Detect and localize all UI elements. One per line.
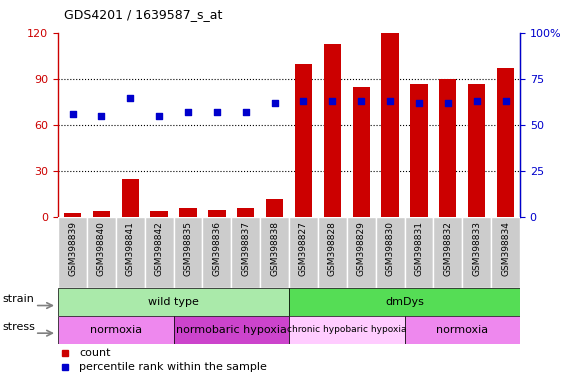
Text: GSM398833: GSM398833 <box>472 221 481 276</box>
Text: strain: strain <box>3 295 35 305</box>
Point <box>357 98 366 104</box>
Bar <box>87 217 116 288</box>
Text: GSM398837: GSM398837 <box>241 221 250 276</box>
Bar <box>93 211 110 217</box>
Point <box>241 109 250 115</box>
Text: GSM398828: GSM398828 <box>328 221 337 276</box>
Text: normoxia: normoxia <box>436 325 488 335</box>
Bar <box>347 217 376 288</box>
Point <box>125 94 135 101</box>
Bar <box>433 217 462 288</box>
Point <box>68 111 77 117</box>
Bar <box>289 288 520 316</box>
Text: GDS4201 / 1639587_s_at: GDS4201 / 1639587_s_at <box>64 8 223 22</box>
Text: wild type: wild type <box>148 297 199 307</box>
Text: GSM398842: GSM398842 <box>155 221 164 276</box>
Bar <box>462 217 491 288</box>
Bar <box>324 44 341 217</box>
Text: normoxia: normoxia <box>90 325 142 335</box>
Bar <box>116 217 145 288</box>
Bar <box>202 217 231 288</box>
Bar <box>376 217 404 288</box>
Text: GSM398838: GSM398838 <box>270 221 279 276</box>
Bar <box>381 33 399 217</box>
Bar <box>318 217 347 288</box>
Bar <box>231 217 260 288</box>
Text: count: count <box>79 348 110 358</box>
Bar <box>180 208 196 217</box>
Text: dmDys: dmDys <box>385 297 424 307</box>
Bar <box>266 199 284 217</box>
Point <box>385 98 394 104</box>
Text: GSM398827: GSM398827 <box>299 221 308 276</box>
Point <box>184 109 193 115</box>
Point <box>443 100 453 106</box>
Text: GSM398840: GSM398840 <box>97 221 106 276</box>
Text: GSM398836: GSM398836 <box>213 221 221 276</box>
Bar <box>121 179 139 217</box>
Bar <box>468 84 485 217</box>
Text: GSM398841: GSM398841 <box>125 221 135 276</box>
Bar <box>404 217 433 288</box>
Bar <box>237 208 254 217</box>
Text: GSM398831: GSM398831 <box>414 221 424 276</box>
Point <box>97 113 106 119</box>
Text: stress: stress <box>3 322 36 332</box>
Point <box>299 98 308 104</box>
Text: normobaric hypoxia: normobaric hypoxia <box>176 325 287 335</box>
Bar <box>410 84 428 217</box>
Text: GSM398835: GSM398835 <box>184 221 192 276</box>
Bar <box>174 217 202 288</box>
Text: chronic hypobaric hypoxia: chronic hypobaric hypoxia <box>287 325 407 334</box>
Bar <box>439 79 457 217</box>
Point <box>155 113 164 119</box>
Bar <box>58 217 87 288</box>
Point <box>414 100 424 106</box>
Bar <box>404 316 520 344</box>
Text: GSM398829: GSM398829 <box>357 221 365 276</box>
Text: GSM398834: GSM398834 <box>501 221 510 276</box>
Bar <box>289 217 318 288</box>
Bar <box>295 64 312 217</box>
Point <box>328 98 337 104</box>
Text: percentile rank within the sample: percentile rank within the sample <box>79 362 267 372</box>
Bar <box>64 213 81 217</box>
Bar <box>150 211 168 217</box>
Bar <box>353 87 370 217</box>
Point <box>270 100 279 106</box>
Text: GSM398839: GSM398839 <box>68 221 77 276</box>
Point <box>501 98 510 104</box>
Bar <box>208 210 225 217</box>
Bar <box>491 217 520 288</box>
Bar <box>58 288 289 316</box>
Bar <box>289 316 404 344</box>
Bar <box>145 217 174 288</box>
Bar <box>260 217 289 288</box>
Bar <box>497 68 514 217</box>
Text: GSM398830: GSM398830 <box>386 221 394 276</box>
Text: GSM398832: GSM398832 <box>443 221 453 276</box>
Bar <box>58 316 174 344</box>
Bar <box>174 316 289 344</box>
Point <box>472 98 481 104</box>
Point <box>212 109 221 115</box>
